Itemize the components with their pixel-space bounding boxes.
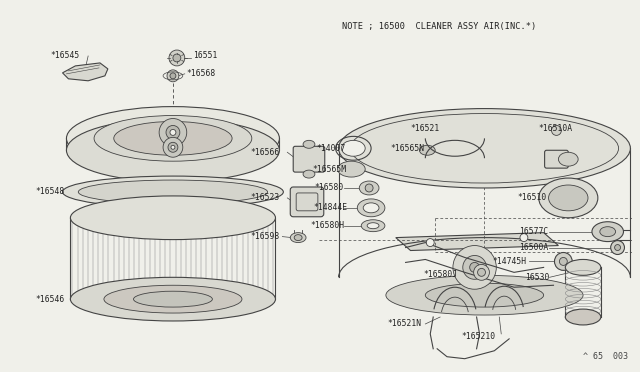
Text: *16566: *16566 bbox=[251, 148, 280, 157]
Text: 16551: 16551 bbox=[193, 51, 217, 61]
Circle shape bbox=[552, 125, 561, 135]
Circle shape bbox=[166, 125, 180, 140]
Circle shape bbox=[170, 73, 176, 79]
Text: *16521: *16521 bbox=[410, 124, 440, 133]
Text: *14007: *14007 bbox=[317, 144, 346, 153]
Text: *16598: *16598 bbox=[251, 232, 280, 241]
Ellipse shape bbox=[337, 161, 365, 177]
Ellipse shape bbox=[419, 145, 435, 155]
Ellipse shape bbox=[94, 116, 252, 161]
Ellipse shape bbox=[359, 181, 379, 195]
Circle shape bbox=[453, 246, 496, 289]
Ellipse shape bbox=[104, 285, 242, 313]
Ellipse shape bbox=[303, 170, 315, 178]
Text: *14844E: *14844E bbox=[313, 203, 347, 212]
Ellipse shape bbox=[114, 122, 232, 155]
Circle shape bbox=[168, 142, 178, 152]
Circle shape bbox=[477, 268, 486, 276]
Text: *16521N: *16521N bbox=[388, 320, 422, 328]
Text: *16546: *16546 bbox=[35, 295, 64, 304]
Ellipse shape bbox=[565, 309, 601, 325]
Circle shape bbox=[167, 70, 179, 82]
Circle shape bbox=[474, 264, 490, 280]
Ellipse shape bbox=[548, 185, 588, 211]
FancyBboxPatch shape bbox=[293, 146, 324, 172]
Ellipse shape bbox=[67, 119, 280, 182]
Ellipse shape bbox=[78, 180, 268, 204]
Text: *16510: *16510 bbox=[517, 193, 547, 202]
Circle shape bbox=[426, 238, 434, 247]
Ellipse shape bbox=[364, 203, 379, 213]
Circle shape bbox=[470, 262, 479, 272]
Circle shape bbox=[171, 145, 175, 149]
Circle shape bbox=[463, 256, 486, 279]
Circle shape bbox=[559, 257, 567, 265]
Ellipse shape bbox=[357, 199, 385, 217]
Text: 16530: 16530 bbox=[525, 273, 550, 282]
Ellipse shape bbox=[600, 227, 616, 237]
Circle shape bbox=[159, 119, 187, 146]
Text: *16510A: *16510A bbox=[539, 124, 573, 133]
Circle shape bbox=[163, 137, 183, 157]
Text: *16565N: *16565N bbox=[391, 144, 425, 153]
Ellipse shape bbox=[67, 107, 280, 170]
Ellipse shape bbox=[63, 176, 284, 208]
Text: *16523: *16523 bbox=[251, 193, 280, 202]
Text: *16548: *16548 bbox=[35, 187, 64, 196]
Circle shape bbox=[173, 54, 181, 62]
Ellipse shape bbox=[592, 222, 623, 241]
Text: *16580J: *16580J bbox=[423, 270, 458, 279]
Circle shape bbox=[554, 253, 572, 270]
Ellipse shape bbox=[559, 152, 578, 166]
Ellipse shape bbox=[134, 291, 212, 307]
Ellipse shape bbox=[386, 275, 583, 315]
Ellipse shape bbox=[70, 277, 275, 321]
Text: ^ 65  003: ^ 65 003 bbox=[583, 352, 628, 361]
Ellipse shape bbox=[539, 178, 598, 218]
Text: *16580H: *16580H bbox=[310, 221, 344, 230]
Ellipse shape bbox=[294, 235, 302, 241]
Ellipse shape bbox=[303, 140, 315, 148]
Ellipse shape bbox=[367, 223, 379, 229]
Ellipse shape bbox=[342, 140, 365, 156]
Circle shape bbox=[614, 244, 621, 250]
Ellipse shape bbox=[426, 283, 543, 307]
Text: *14745H: *14745H bbox=[493, 257, 527, 266]
Text: *16568: *16568 bbox=[187, 69, 216, 78]
Circle shape bbox=[365, 184, 373, 192]
Ellipse shape bbox=[565, 259, 601, 275]
Text: NOTE ; 16500  CLEANER ASSY AIR(INC.*): NOTE ; 16500 CLEANER ASSY AIR(INC.*) bbox=[342, 22, 536, 31]
Text: *165210: *165210 bbox=[462, 332, 496, 341]
Ellipse shape bbox=[291, 232, 306, 243]
Text: *16565M: *16565M bbox=[312, 165, 346, 174]
Ellipse shape bbox=[361, 220, 385, 232]
Text: 16577C: 16577C bbox=[519, 227, 548, 236]
Circle shape bbox=[170, 129, 176, 135]
Circle shape bbox=[520, 234, 528, 241]
Polygon shape bbox=[396, 232, 559, 250]
Ellipse shape bbox=[339, 109, 630, 188]
Text: 16500A: 16500A bbox=[519, 243, 548, 252]
Text: *16580: *16580 bbox=[315, 183, 344, 192]
Circle shape bbox=[169, 50, 185, 66]
FancyBboxPatch shape bbox=[291, 187, 324, 217]
Text: *16545: *16545 bbox=[51, 51, 80, 61]
Circle shape bbox=[611, 241, 625, 254]
Polygon shape bbox=[63, 63, 108, 81]
FancyBboxPatch shape bbox=[545, 150, 568, 168]
Ellipse shape bbox=[70, 196, 275, 240]
